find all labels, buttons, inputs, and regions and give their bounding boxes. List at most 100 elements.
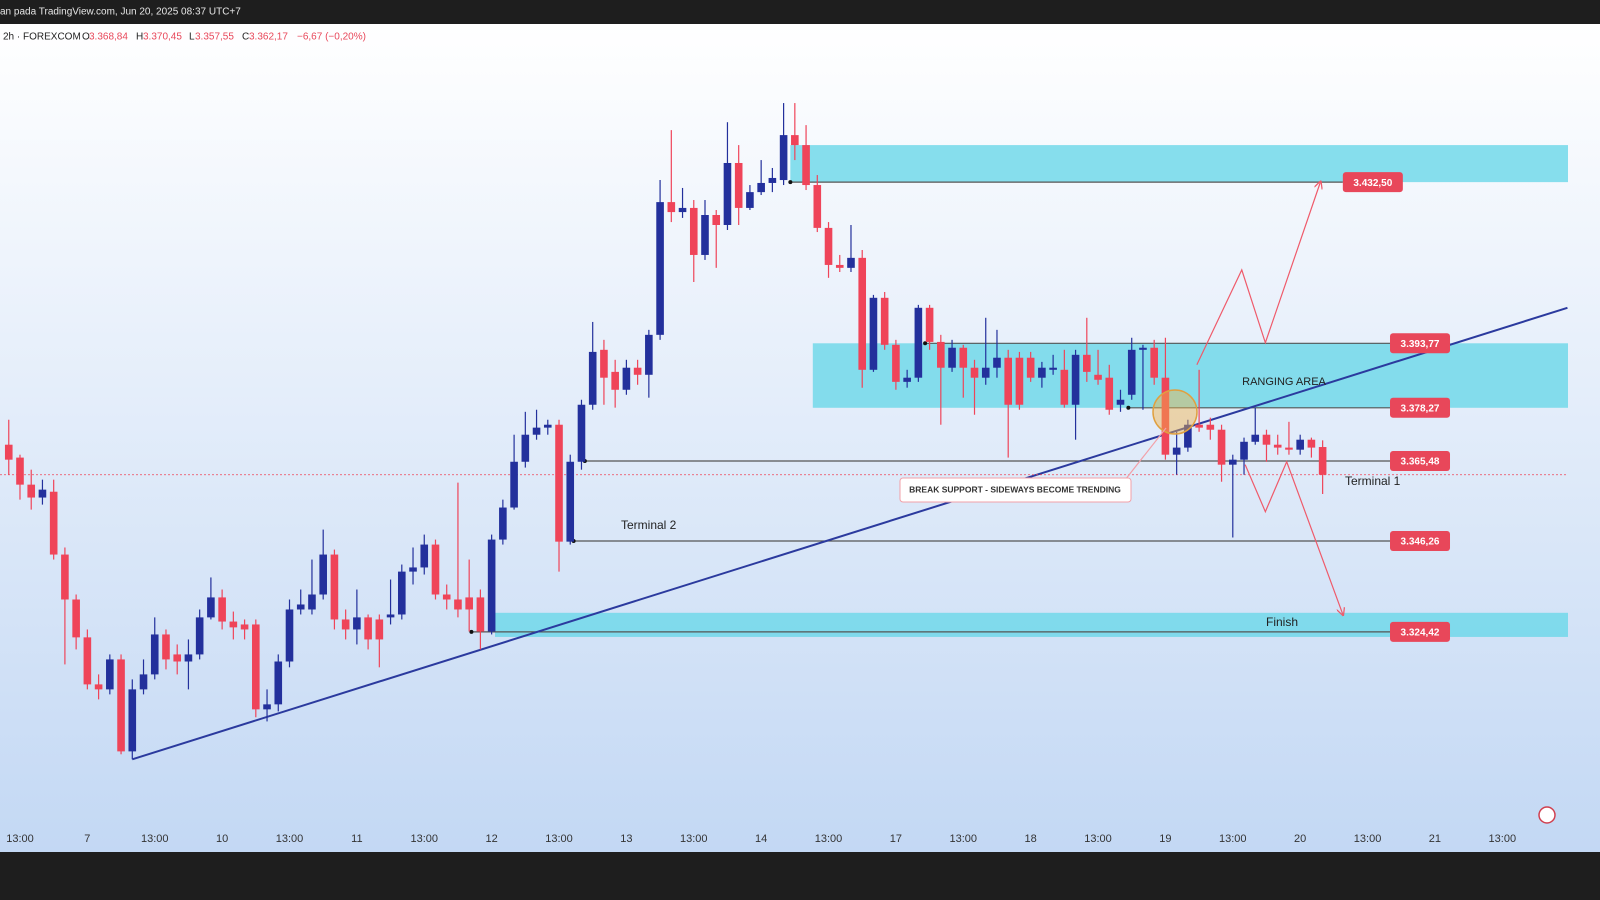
open-value: 3.368,84	[89, 32, 128, 43]
candle-body	[1172, 447, 1181, 455]
candle-body	[195, 617, 204, 655]
candle-body	[128, 689, 137, 752]
candle-body	[1105, 377, 1114, 410]
x-tick-label: 18	[1025, 833, 1037, 845]
candle-body	[487, 539, 496, 632]
candle-body	[61, 554, 69, 600]
candle-body	[779, 135, 788, 181]
bottom-bar	[0, 852, 1600, 900]
candle-body	[319, 554, 327, 595]
level-anchor	[469, 629, 474, 634]
candle-body	[993, 357, 1001, 368]
candle-body	[892, 344, 900, 382]
trendline	[131, 306, 1568, 761]
candle-body	[420, 544, 429, 568]
price-label: 3.346,26	[1401, 537, 1440, 548]
finish-label: Finish	[1266, 615, 1298, 629]
candle-body	[465, 597, 473, 610]
candle-body	[656, 202, 664, 335]
low-label: L	[189, 32, 195, 43]
candle-body	[139, 674, 148, 690]
candle-body	[813, 185, 822, 228]
candle-body	[375, 619, 384, 640]
candle-body	[532, 427, 541, 435]
candle-body	[1038, 367, 1046, 378]
x-tick-label: 13:00	[815, 833, 843, 845]
levels	[0, 180, 1568, 761]
candle-body	[476, 597, 485, 632]
candle-body	[600, 349, 608, 378]
x-tick-label: 13:00	[1489, 833, 1517, 845]
flag-icon	[1538, 806, 1556, 824]
close-label: C	[242, 32, 249, 43]
candle-body	[454, 599, 462, 610]
open-label: O	[82, 32, 90, 43]
projection-path	[1244, 460, 1343, 615]
low-value: 3.357,55	[195, 32, 234, 43]
price-label-box	[1342, 172, 1403, 193]
source-text: an pada TradingView.com, Jun 20, 2025 08…	[0, 7, 241, 18]
candle-body	[1228, 459, 1237, 465]
candle-body	[1285, 447, 1293, 450]
x-tick-label: 13	[620, 833, 632, 845]
x-tick-label: 13:00	[1219, 833, 1247, 845]
candle-body	[308, 594, 316, 610]
candle-body	[72, 599, 80, 638]
candle-body	[83, 637, 92, 685]
price-label-box	[1390, 621, 1451, 642]
candle-body	[252, 624, 260, 710]
candle-body	[1015, 357, 1024, 405]
price-label-box	[1390, 530, 1451, 551]
candle-body	[689, 207, 698, 255]
callout-box	[899, 477, 1132, 503]
candle-body	[263, 704, 271, 710]
callout-text: BREAK SUPPORT - SIDEWAYS BECOME TRENDING	[909, 484, 1121, 494]
candle-body	[835, 264, 844, 268]
overlays: BREAK SUPPORT - SIDEWAYS BECOME TRENDING…	[621, 172, 1556, 824]
candle-body	[1004, 357, 1013, 405]
candle-body	[1161, 377, 1170, 455]
candle-body	[712, 214, 721, 225]
price-label: 3.365,48	[1401, 457, 1440, 468]
candle-body	[341, 619, 350, 630]
price-label: 3.378,27	[1401, 403, 1440, 414]
zone	[495, 612, 1569, 637]
candle-body	[106, 659, 114, 690]
candle-body	[521, 434, 530, 462]
level-anchor	[1126, 405, 1131, 410]
candle-body	[555, 424, 563, 542]
candle-body	[353, 617, 361, 630]
candle-body	[1206, 424, 1215, 430]
candle-body	[903, 377, 911, 382]
candle-body	[94, 684, 103, 690]
candle-body	[27, 484, 36, 498]
candle-body	[791, 135, 799, 146]
candle-body	[948, 347, 956, 368]
x-tick-label: 21	[1429, 833, 1441, 845]
candle-body	[746, 192, 754, 208]
candle-body	[1060, 369, 1069, 405]
candle-body	[1217, 429, 1226, 465]
candle-body	[1139, 347, 1147, 350]
candle-body	[734, 162, 743, 208]
candle-body	[285, 609, 294, 662]
callout-connector	[1124, 427, 1167, 481]
x-tick-label: 14	[755, 833, 767, 845]
candle-body	[296, 604, 305, 610]
high-label: H	[136, 32, 143, 43]
candle-body	[229, 621, 238, 628]
candle-body	[1296, 439, 1304, 450]
x-tick-label: 13:00	[545, 833, 573, 845]
candle-body	[1049, 367, 1057, 370]
x-tick-label: 13:00	[1084, 833, 1112, 845]
candle-body	[240, 624, 249, 630]
candle-body	[1094, 374, 1102, 380]
candle-body	[588, 351, 597, 405]
level-anchor	[788, 180, 793, 185]
terminal-1-label: Terminal 1	[1345, 474, 1401, 488]
candle-body	[510, 461, 518, 508]
candle-body	[38, 489, 47, 498]
price-label: 3.324,42	[1401, 628, 1440, 639]
level-anchor	[923, 341, 928, 346]
